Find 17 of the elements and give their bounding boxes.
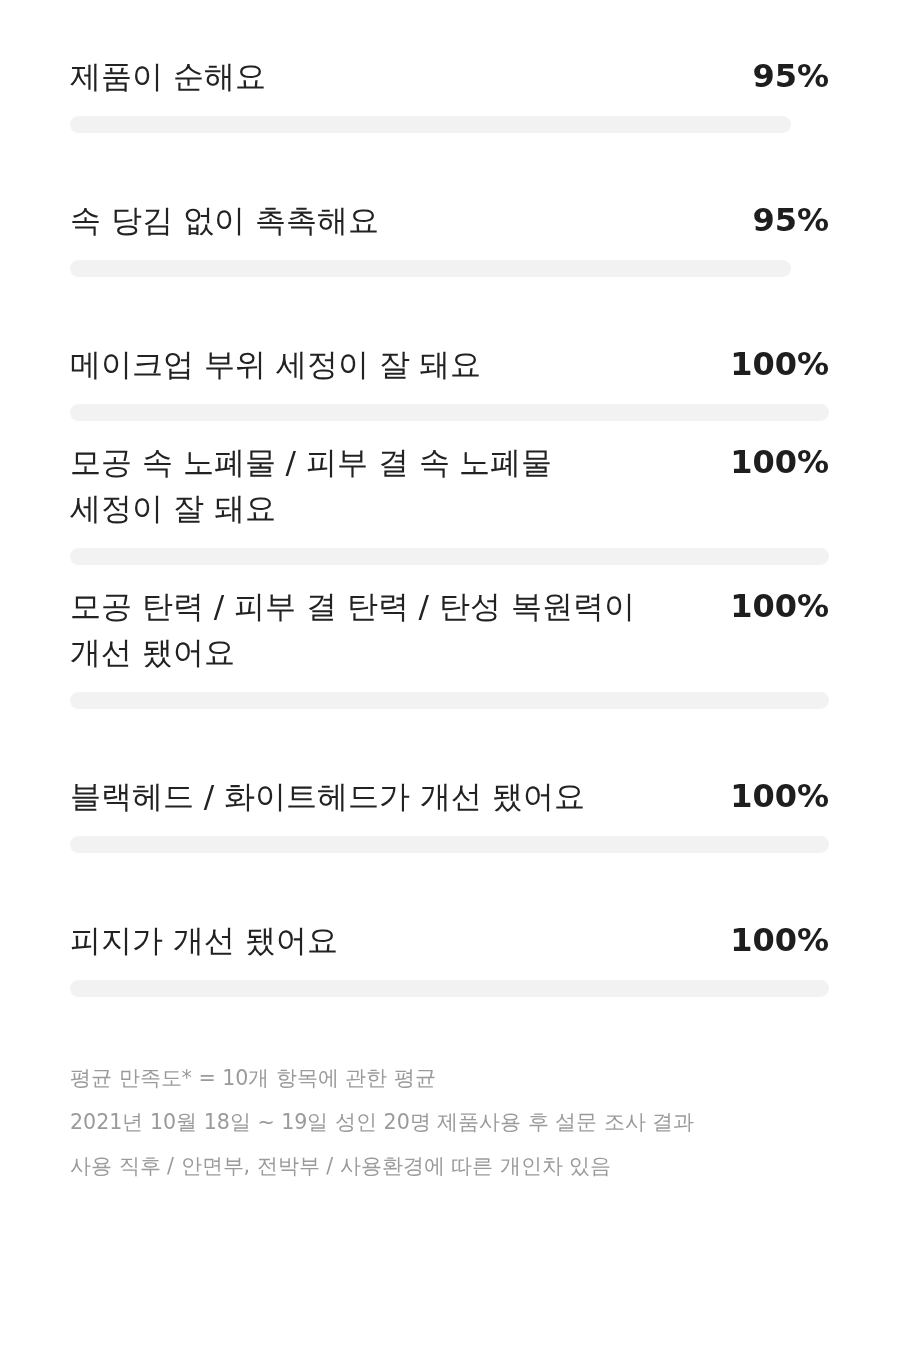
data-label: 100% <box>730 443 829 481</box>
y-tick-label: 모공 속 노폐물 / 피부 결 속 노폐물 세정이 잘 돼요 <box>70 444 553 526</box>
text: 2021년 10월 18일 ~ 19일 성인 20명 제품사용 후 설문 조사 결과 <box>70 1110 695 1134</box>
y-tick-label: 피지가 개선 됐어요 <box>70 922 338 958</box>
data-label: 100% <box>730 921 829 959</box>
y-tick-label: 제품이 순해요 <box>70 58 266 94</box>
data-label: 100% <box>730 345 829 383</box>
y-tick-label: 메이크업 부위 세정이 잘 돼요 <box>70 346 482 382</box>
data-label: 95% <box>752 201 829 239</box>
text: 평균 만족도* = 10개 항목에 관한 평균 <box>70 1066 437 1090</box>
y-tick-label: 블랙헤드 / 화이트헤드가 개선 됐어요 <box>70 778 585 814</box>
text: 사용 직후 / 안면부, 전박부 / 사용환경에 따른 개인차 있음 <box>70 1154 612 1178</box>
y-tick-label: 모공 탄력 / 피부 결 탄력 / 탄성 복원력이 개선 됐어요 <box>70 588 635 670</box>
data-label: 100% <box>730 777 829 815</box>
y-tick-label: 속 당김 없이 촉촉해요 <box>70 202 379 238</box>
data-label: 100% <box>730 587 829 625</box>
data-label: 95% <box>752 57 829 95</box>
